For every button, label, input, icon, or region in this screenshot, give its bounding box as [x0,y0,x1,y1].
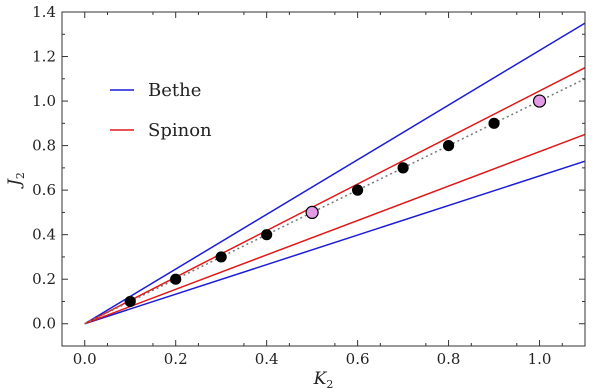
x-tick-label: 0.4 [255,350,279,368]
x-tick-label: 0.0 [73,350,97,368]
bethe-upper-line [84,22,586,325]
y-axis-title-subscript: 2 [14,172,27,179]
x-axis-title: K2 [313,369,334,388]
reference-line-group [84,78,586,325]
legend: Bethe Spinon [110,80,212,141]
x-tick-label: 0.2 [164,350,188,368]
highlighted-data-point [305,205,319,219]
spinon-upper-line [84,66,586,325]
legend-label-bethe: Bethe [148,80,201,101]
axes [61,11,586,347]
data-point [170,273,182,285]
y-tick-label: 0.0 [32,315,56,333]
highlighted-data-point [532,94,547,108]
x-tick-label: 1.0 [528,350,552,368]
bethe-lower-line [84,160,586,325]
data-point [397,162,409,174]
data-point [442,140,455,152]
y-tick-label: 0.2 [32,270,56,288]
data-point [215,251,227,263]
spinon-lower-line [84,133,586,325]
data-point [261,229,273,241]
y-tick-label: 1.0 [32,92,56,110]
y-tick-label: 0.4 [32,226,56,244]
y-tick-label: 0.8 [32,137,56,155]
y-tick-label: 0.6 [32,181,56,199]
data-point [352,184,364,196]
x-tick-label: 0.6 [346,350,370,368]
reference-dotted-line [84,78,586,325]
data-point [124,295,136,308]
plot-frame [61,11,586,347]
legend-label-spinon: Spinon [148,120,212,141]
y-tick-label: 1.2 [32,48,56,66]
data-points [124,94,547,308]
y-axis-title: J2 [5,172,27,189]
data-point [488,117,500,129]
series-lines [84,22,586,325]
y-tick-label: 1.4 [32,3,56,21]
x-axis-title-subscript: 2 [326,378,333,388]
ticks: 0.0 0.2 0.4 0.6 0.8 1.0 0.0 0.2 0.4 0.6 0.8 1.0 1.2 1… [32,3,585,368]
x-tick-label: 0.8 [437,350,461,368]
